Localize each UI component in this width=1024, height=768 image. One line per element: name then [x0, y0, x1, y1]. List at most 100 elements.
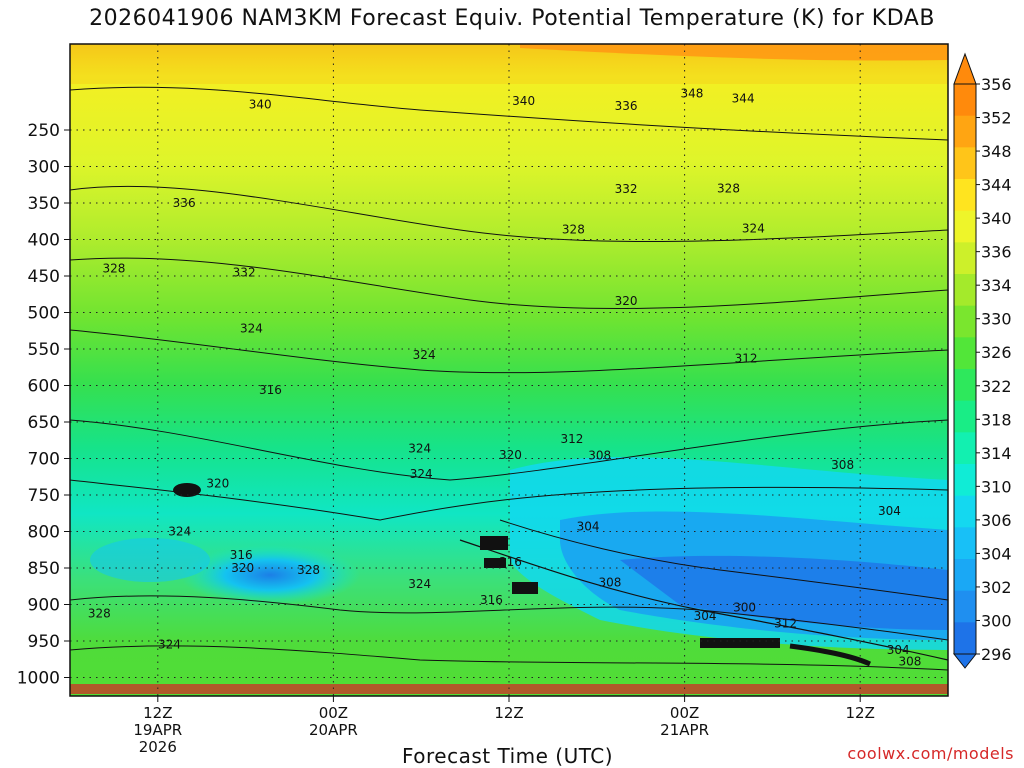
- x-tick-label: 12Z: [143, 704, 172, 722]
- contour-label: 324: [158, 638, 181, 652]
- colorbar-tick-label: 326: [981, 343, 1012, 362]
- contour-label: 328: [88, 606, 111, 620]
- y-tick-label: 800: [28, 523, 60, 543]
- colorbar-segment: [954, 274, 976, 307]
- colorbar-segment: [954, 590, 976, 623]
- colorbar-tick-label: 336: [981, 243, 1012, 262]
- credit-link[interactable]: coolwx.com/models: [847, 744, 1014, 763]
- colorbar-segment: [954, 622, 976, 655]
- contour-label: 324: [408, 441, 431, 455]
- y-tick-label: 400: [28, 231, 60, 251]
- contour-label: 320: [499, 448, 522, 462]
- contour-label: 304: [878, 504, 901, 518]
- colorbar-segment: [954, 495, 976, 528]
- y-tick-label: 1000: [17, 669, 60, 689]
- x-tick-label: 2026: [139, 738, 177, 756]
- colorbar-segment: [954, 242, 976, 275]
- contour-label: 324: [742, 222, 765, 236]
- contour-label: 312: [735, 351, 758, 365]
- contour-label: 304: [577, 519, 600, 533]
- chart-title: 2026041906 NAM3KM Forecast Equiv. Potent…: [89, 6, 935, 31]
- contour-label: 336: [615, 99, 638, 113]
- colorbar-bottom-arrow: [952, 653, 978, 669]
- x-tick-label: 00Z: [670, 704, 699, 722]
- colorbar-tick-label: 300: [981, 611, 1012, 630]
- contour-label: 316: [259, 383, 282, 397]
- x-tick-label: 00Z: [319, 704, 348, 722]
- y-axis: 250 300 350 400 450 500 550 600 650 700 750 800 850 9…: [17, 121, 948, 689]
- contour-label: 308: [899, 654, 922, 668]
- colorbar-tick-label: 318: [981, 410, 1012, 429]
- y-tick-label: 250: [28, 121, 60, 141]
- contour-label: 328: [562, 222, 585, 236]
- y-tick-label: 350: [28, 194, 60, 214]
- colorbar-tick-label: 314: [981, 444, 1012, 463]
- colorbar-segment: [954, 337, 976, 370]
- colorbar-segment: [954, 527, 976, 560]
- contour-label: 336: [173, 196, 196, 210]
- contour-label: 312: [560, 432, 583, 446]
- colorbar-segment: [954, 210, 976, 243]
- colorbar-tick-label: 306: [981, 511, 1012, 530]
- contour-label: 320: [615, 294, 638, 308]
- colorbar-tick-label: 340: [981, 209, 1012, 228]
- contour-label: 316: [480, 593, 503, 607]
- contour-label: 340: [512, 94, 535, 108]
- x-tick-label: 12Z: [494, 704, 523, 722]
- colorbar-tick-label: 344: [981, 176, 1012, 195]
- contour-label: 332: [615, 182, 638, 196]
- colorbar-segment: [954, 432, 976, 465]
- contour-label: 304: [887, 643, 910, 657]
- y-tick-label: 950: [28, 632, 60, 652]
- x-tick-label: 12Z: [846, 704, 875, 722]
- x-tick-label: 21APR: [660, 721, 709, 739]
- y-tick-label: 300: [28, 158, 60, 178]
- contour-label: 324: [410, 467, 433, 481]
- y-tick-label: 850: [28, 559, 60, 579]
- contour-label: 320: [206, 476, 229, 490]
- contour-label: 328: [297, 563, 320, 577]
- y-tick-label: 500: [28, 304, 60, 324]
- y-tick-label: 600: [28, 377, 60, 397]
- contour-label: 300: [733, 600, 756, 614]
- contour-label: 328: [717, 181, 740, 195]
- colorbar-tick-label: 334: [981, 276, 1012, 295]
- colorbar-tick-label: 322: [981, 377, 1012, 396]
- contour-label: 344: [732, 92, 755, 106]
- y-tick-label: 900: [28, 596, 60, 616]
- y-tick-label: 550: [28, 340, 60, 360]
- colorbar-tick-label: 352: [981, 109, 1012, 128]
- contour-label: 308: [588, 449, 611, 463]
- colorbar-segment: [954, 464, 976, 497]
- y-tick-label: 650: [28, 413, 60, 433]
- colorbar-top-arrow: [953, 52, 977, 85]
- y-tick-label: 450: [28, 267, 60, 287]
- x-axis-label: Forecast Time (UTC): [402, 744, 614, 768]
- contour-label: 304: [694, 609, 717, 623]
- colorbar-tick-label: 356: [981, 75, 1012, 94]
- contour-label: 308: [599, 576, 622, 590]
- contour-label: 324: [408, 577, 431, 591]
- colorbar-segment: [954, 369, 976, 402]
- contour-label: 316: [230, 548, 253, 562]
- contour-label: 328: [102, 262, 125, 276]
- colorbar-segment: [954, 305, 976, 338]
- colorbar-tick-label: 296: [981, 645, 1012, 664]
- colorbar-tick-label: 310: [981, 477, 1012, 496]
- colorbar-tick-label: 348: [981, 142, 1012, 161]
- colorbar-segment: [954, 84, 976, 117]
- contour-label: 332: [233, 265, 256, 279]
- contour-label: 308: [831, 458, 854, 472]
- colorbar-segment: [954, 400, 976, 433]
- colorbar-segment: [954, 115, 976, 148]
- contour-label: 324: [168, 525, 191, 539]
- colorbar: 296 300 302 304 306 310 314 318 322 326 330 334 336 3…: [952, 52, 1012, 669]
- colorbar-frame: [953, 83, 977, 655]
- contour-label: 348: [680, 87, 703, 101]
- contour-label: 324: [413, 348, 436, 362]
- x-tick-label: 19APR: [133, 721, 182, 739]
- x-tick-label: 20APR: [309, 721, 358, 739]
